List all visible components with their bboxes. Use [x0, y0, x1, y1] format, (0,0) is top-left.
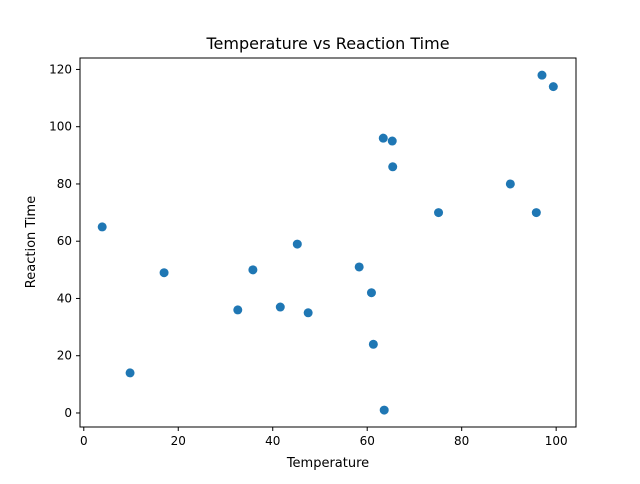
data-point [505, 179, 515, 189]
x-tick-label: 0 [80, 434, 88, 448]
chart-title: Temperature vs Reaction Time [205, 34, 449, 53]
data-point [531, 208, 541, 218]
data-point [548, 82, 558, 92]
x-tick-label: 100 [545, 434, 568, 448]
data-point [303, 308, 313, 318]
data-point [354, 262, 364, 272]
data-point [233, 305, 243, 315]
data-point [292, 239, 302, 249]
x-tick-label: 40 [265, 434, 280, 448]
y-tick-label: 0 [64, 406, 72, 420]
y-axis-label: Reaction Time [24, 196, 39, 288]
data-point [275, 302, 285, 312]
x-tick-label: 20 [171, 434, 186, 448]
x-tick-label: 80 [454, 434, 469, 448]
y-tick-label: 60 [57, 234, 72, 248]
data-point [387, 136, 397, 146]
data-point [537, 70, 547, 80]
x-tick-label: 60 [360, 434, 375, 448]
plot-frame [79, 57, 577, 428]
y-tick-label: 20 [57, 349, 72, 363]
y-tick-label: 120 [49, 62, 72, 76]
data-point [434, 208, 444, 218]
data-point [379, 405, 389, 415]
data-point [368, 339, 378, 349]
data-points [97, 70, 558, 415]
data-point [97, 222, 107, 232]
data-point [378, 133, 388, 143]
data-point [366, 288, 376, 298]
data-point [248, 265, 258, 275]
data-point [388, 162, 398, 172]
y-tick-label: 40 [57, 291, 72, 305]
data-point [125, 368, 135, 378]
ticks-layer: 0 20 40 60 80 100 0 20 40 60 80 100 120 [49, 62, 568, 448]
y-tick-label: 80 [57, 177, 72, 191]
x-axis-label: Temperature [286, 456, 369, 471]
data-point [159, 268, 169, 278]
y-tick-label: 100 [49, 120, 72, 134]
